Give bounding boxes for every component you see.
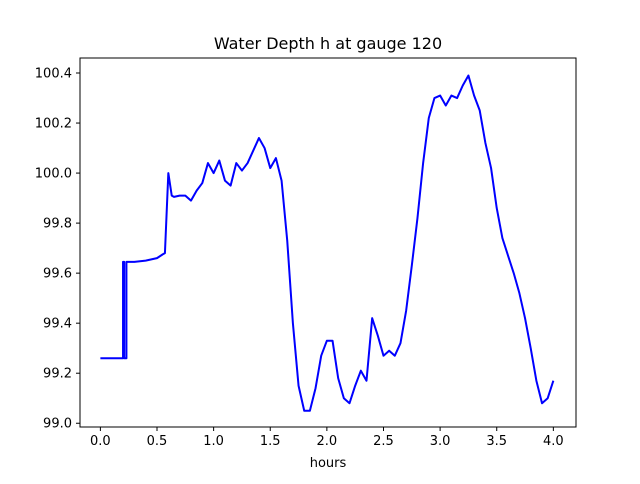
x-tick-label: 0.0 — [90, 434, 111, 449]
x-tick-label: 3.5 — [486, 434, 507, 449]
x-axis-ticks: 0.0 0.5 1.0 1.5 2.0 2.5 3.0 3.5 4.0 — [90, 427, 564, 449]
y-axis-ticks: 99.0 99.2 99.4 99.6 99.8 100.0 100.2 100.4 — [35, 67, 80, 432]
x-tick-label: 2.5 — [373, 434, 394, 449]
chart-title: Water Depth h at gauge 120 — [214, 34, 442, 53]
series-group — [100, 74, 555, 412]
plot-area-frame — [79, 57, 577, 428]
y-tick-label: 99.2 — [43, 367, 72, 382]
x-tick-label: 1.5 — [260, 434, 281, 449]
y-tick-label: 99.4 — [43, 317, 72, 332]
y-tick-label: 100.0 — [35, 167, 72, 182]
x-tick-label: 2.0 — [317, 434, 338, 449]
series-line — [100, 74, 555, 412]
y-tick-label: 100.2 — [35, 117, 72, 132]
y-tick-label: 100.4 — [35, 67, 72, 82]
x-tick-label: 1.0 — [203, 434, 224, 449]
y-tick-label: 99.6 — [43, 267, 72, 282]
y-tick-label: 99.8 — [43, 217, 72, 232]
x-axis-label: hours — [310, 456, 347, 471]
x-tick-label: 3.0 — [430, 434, 451, 449]
x-tick-label: 0.5 — [147, 434, 168, 449]
y-tick-label: 99.0 — [43, 417, 72, 432]
x-tick-label: 4.0 — [543, 434, 564, 449]
